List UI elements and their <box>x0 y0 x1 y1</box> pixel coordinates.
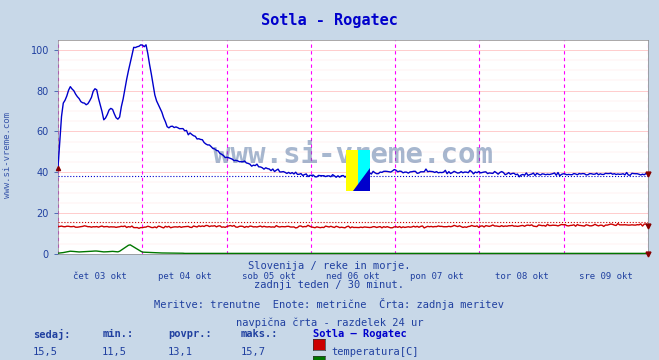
Bar <box>358 150 370 190</box>
Text: maks.:: maks.: <box>241 329 278 339</box>
Text: tor 08 okt: tor 08 okt <box>494 272 548 281</box>
Polygon shape <box>353 168 370 190</box>
Text: navpična črta - razdelek 24 ur: navpična črta - razdelek 24 ur <box>236 317 423 328</box>
Text: Meritve: trenutne  Enote: metrične  Črta: zadnja meritev: Meritve: trenutne Enote: metrične Črta: … <box>154 298 505 310</box>
Text: 13,1: 13,1 <box>168 347 193 357</box>
Text: pet 04 okt: pet 04 okt <box>158 272 212 281</box>
Text: 11,5: 11,5 <box>102 347 127 357</box>
Text: 15,7: 15,7 <box>241 347 266 357</box>
Text: sob 05 okt: sob 05 okt <box>242 272 295 281</box>
Text: temperatura[C]: temperatura[C] <box>331 347 419 357</box>
Text: pon 07 okt: pon 07 okt <box>411 272 464 281</box>
Text: 15,5: 15,5 <box>33 347 58 357</box>
Text: Slovenija / reke in morje.: Slovenija / reke in morje. <box>248 261 411 271</box>
Text: čet 03 okt: čet 03 okt <box>73 272 127 281</box>
Text: povpr.:: povpr.: <box>168 329 212 339</box>
Text: www.si-vreme.com: www.si-vreme.com <box>3 112 13 198</box>
Bar <box>346 150 359 190</box>
Text: Sotla - Rogatec: Sotla - Rogatec <box>261 13 398 28</box>
Text: zadnji teden / 30 minut.: zadnji teden / 30 minut. <box>254 280 405 290</box>
Text: sedaj:: sedaj: <box>33 329 71 341</box>
Text: www.si-vreme.com: www.si-vreme.com <box>213 141 493 169</box>
Text: Sotla – Rogatec: Sotla – Rogatec <box>313 329 407 339</box>
Text: min.:: min.: <box>102 329 133 339</box>
Text: sre 09 okt: sre 09 okt <box>579 272 633 281</box>
Text: ned 06 okt: ned 06 okt <box>326 272 380 281</box>
